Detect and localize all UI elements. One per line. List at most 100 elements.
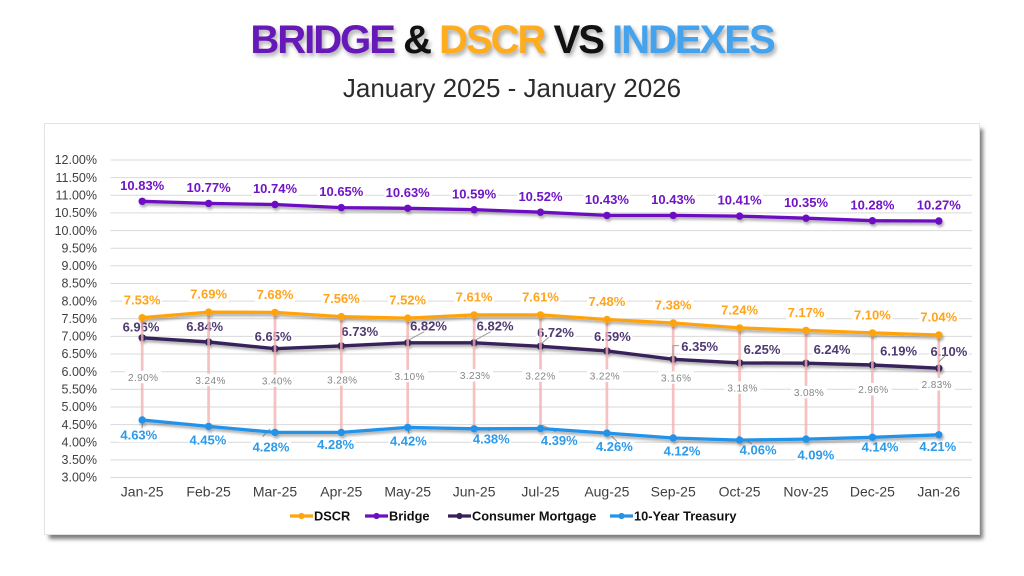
svg-text:7.69%: 7.69% bbox=[190, 287, 227, 302]
svg-text:4.09%: 4.09% bbox=[797, 447, 834, 462]
svg-text:Jan-26: Jan-26 bbox=[917, 484, 960, 500]
svg-text:7.53%: 7.53% bbox=[124, 292, 161, 307]
svg-text:7.24%: 7.24% bbox=[721, 303, 758, 318]
svg-text:11.00%: 11.00% bbox=[56, 189, 97, 203]
svg-text:4.06%: 4.06% bbox=[740, 443, 777, 458]
svg-text:4.39%: 4.39% bbox=[541, 433, 578, 448]
svg-text:4.42%: 4.42% bbox=[390, 434, 427, 449]
svg-text:7.17%: 7.17% bbox=[788, 305, 825, 320]
svg-text:Jul-25: Jul-25 bbox=[521, 484, 559, 500]
svg-text:6.65%: 6.65% bbox=[255, 329, 292, 344]
svg-text:Oct-25: Oct-25 bbox=[719, 484, 761, 500]
svg-text:Mar-25: Mar-25 bbox=[253, 484, 298, 500]
svg-text:4.14%: 4.14% bbox=[862, 440, 899, 455]
svg-text:10.63%: 10.63% bbox=[386, 185, 431, 200]
svg-text:Nov-25: Nov-25 bbox=[783, 484, 828, 500]
svg-text:3.23%: 3.23% bbox=[460, 371, 490, 382]
svg-text:10.35%: 10.35% bbox=[784, 195, 829, 210]
svg-text:4.28%: 4.28% bbox=[253, 439, 290, 454]
svg-text:7.48%: 7.48% bbox=[588, 294, 625, 309]
svg-text:10.50%: 10.50% bbox=[55, 206, 97, 220]
svg-text:10.74%: 10.74% bbox=[253, 181, 298, 196]
svg-text:Feb-25: Feb-25 bbox=[186, 484, 231, 500]
svg-text:3.50%: 3.50% bbox=[62, 453, 97, 467]
svg-text:10-Year Treasury: 10-Year Treasury bbox=[634, 509, 737, 524]
svg-text:10.77%: 10.77% bbox=[187, 180, 232, 195]
svg-text:7.50%: 7.50% bbox=[62, 312, 97, 326]
svg-text:6.72%: 6.72% bbox=[537, 325, 574, 340]
svg-text:4.63%: 4.63% bbox=[120, 428, 157, 443]
svg-text:4.21%: 4.21% bbox=[919, 439, 956, 454]
svg-text:3.28%: 3.28% bbox=[327, 375, 357, 386]
svg-text:3.10%: 3.10% bbox=[395, 372, 425, 383]
svg-text:7.00%: 7.00% bbox=[62, 330, 97, 344]
svg-text:May-25: May-25 bbox=[384, 484, 431, 500]
svg-text:Dec-25: Dec-25 bbox=[850, 484, 895, 500]
svg-text:3.40%: 3.40% bbox=[262, 376, 292, 387]
svg-text:7.68%: 7.68% bbox=[257, 287, 294, 302]
svg-text:4.45%: 4.45% bbox=[189, 433, 226, 448]
svg-text:7.61%: 7.61% bbox=[522, 290, 559, 305]
svg-text:10.27%: 10.27% bbox=[917, 198, 962, 213]
svg-text:10.28%: 10.28% bbox=[850, 197, 895, 212]
svg-text:2.96%: 2.96% bbox=[858, 385, 888, 396]
svg-text:2.90%: 2.90% bbox=[128, 373, 158, 384]
svg-text:10.41%: 10.41% bbox=[718, 193, 763, 208]
svg-text:10.52%: 10.52% bbox=[518, 189, 563, 204]
svg-text:7.56%: 7.56% bbox=[323, 291, 360, 306]
svg-text:7.61%: 7.61% bbox=[456, 290, 493, 305]
svg-text:9.00%: 9.00% bbox=[62, 259, 97, 273]
svg-text:Sep-25: Sep-25 bbox=[651, 484, 696, 500]
svg-text:6.35%: 6.35% bbox=[681, 339, 718, 354]
svg-text:3.08%: 3.08% bbox=[794, 388, 824, 399]
svg-text:10.43%: 10.43% bbox=[585, 192, 630, 207]
svg-text:10.00%: 10.00% bbox=[55, 224, 97, 238]
svg-text:6.00%: 6.00% bbox=[62, 365, 97, 379]
svg-text:4.38%: 4.38% bbox=[473, 432, 510, 447]
svg-text:Jan-25: Jan-25 bbox=[121, 484, 164, 500]
svg-text:4.26%: 4.26% bbox=[596, 439, 633, 454]
svg-text:9.50%: 9.50% bbox=[62, 241, 97, 255]
svg-text:8.50%: 8.50% bbox=[62, 277, 97, 291]
svg-text:6.59%: 6.59% bbox=[594, 329, 631, 344]
svg-text:10.43%: 10.43% bbox=[651, 192, 696, 207]
svg-text:10.83%: 10.83% bbox=[120, 178, 165, 193]
svg-text:3.18%: 3.18% bbox=[727, 383, 757, 394]
svg-text:4.12%: 4.12% bbox=[664, 444, 701, 459]
svg-text:6.82%: 6.82% bbox=[477, 319, 514, 334]
svg-text:Bridge: Bridge bbox=[389, 509, 430, 524]
svg-text:2.83%: 2.83% bbox=[922, 380, 952, 391]
svg-text:7.04%: 7.04% bbox=[920, 310, 957, 325]
svg-text:5.50%: 5.50% bbox=[62, 383, 97, 397]
svg-text:8.00%: 8.00% bbox=[62, 294, 97, 308]
svg-text:6.25%: 6.25% bbox=[744, 342, 781, 357]
svg-text:3.16%: 3.16% bbox=[661, 373, 691, 384]
svg-text:4.00%: 4.00% bbox=[62, 435, 97, 449]
svg-text:6.82%: 6.82% bbox=[410, 319, 447, 334]
svg-text:DSCR: DSCR bbox=[314, 509, 350, 524]
svg-text:11.50%: 11.50% bbox=[56, 171, 97, 185]
svg-text:7.52%: 7.52% bbox=[389, 293, 426, 308]
svg-text:4.50%: 4.50% bbox=[62, 418, 97, 432]
svg-text:10.65%: 10.65% bbox=[319, 184, 364, 199]
svg-text:3.22%: 3.22% bbox=[590, 372, 620, 383]
svg-text:Jun-25: Jun-25 bbox=[453, 484, 496, 500]
svg-text:5.00%: 5.00% bbox=[62, 400, 97, 414]
svg-text:6.19%: 6.19% bbox=[880, 344, 917, 359]
svg-text:Aug-25: Aug-25 bbox=[584, 484, 629, 500]
svg-text:7.38%: 7.38% bbox=[655, 298, 692, 313]
svg-text:3.22%: 3.22% bbox=[525, 372, 555, 383]
svg-text:3.24%: 3.24% bbox=[195, 376, 225, 387]
svg-text:6.10%: 6.10% bbox=[930, 344, 967, 359]
svg-text:6.73%: 6.73% bbox=[341, 324, 378, 339]
svg-text:12.00%: 12.00% bbox=[55, 153, 97, 167]
svg-text:3.00%: 3.00% bbox=[62, 471, 97, 485]
svg-text:4.28%: 4.28% bbox=[317, 437, 354, 452]
svg-text:10.59%: 10.59% bbox=[452, 186, 497, 201]
svg-text:6.84%: 6.84% bbox=[186, 319, 223, 334]
svg-text:7.10%: 7.10% bbox=[854, 308, 891, 323]
svg-text:6.50%: 6.50% bbox=[62, 347, 97, 361]
svg-text:6.24%: 6.24% bbox=[814, 342, 851, 357]
svg-text:Apr-25: Apr-25 bbox=[320, 484, 362, 500]
svg-text:Consumer Mortgage: Consumer Mortgage bbox=[472, 509, 596, 524]
